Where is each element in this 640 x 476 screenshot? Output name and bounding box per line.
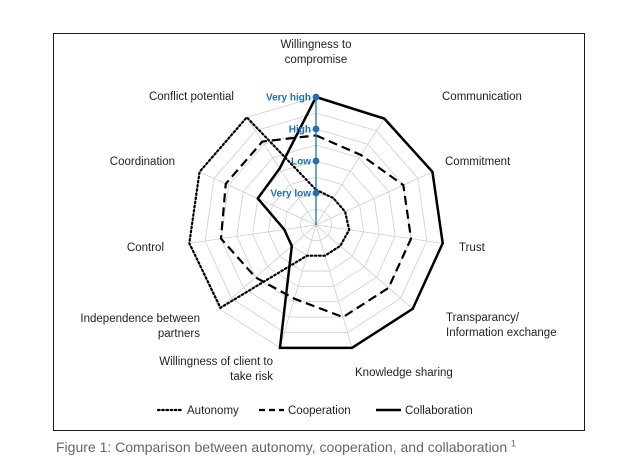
grid-ring: [204, 112, 428, 333]
axis-label-communication: Communication: [442, 91, 522, 103]
legend-label-cooperation: Cooperation: [288, 405, 351, 417]
figure-caption: Figure 1: Comparison between autonomy, c…: [56, 439, 516, 455]
axis-label-willingness-to-compromise: Willingness to compromise: [281, 39, 352, 66]
grid-spoke: [315, 224, 353, 348]
axis-label-knowledge-sharing: Knowledge sharing: [355, 367, 453, 379]
radar-chart: Very low Low High Very high Willingness to co…: [80, 39, 557, 417]
grid-ring: [236, 144, 396, 303]
grid-spoke: [279, 224, 317, 348]
caption-footnote: 1: [511, 438, 517, 449]
axis-label-independence-between-partners: Independence between partners: [80, 313, 200, 340]
grid-spoke: [315, 117, 386, 226]
scale-label-low: Low: [291, 157, 311, 168]
scale-label-high: High: [289, 125, 311, 136]
legend-label-collaboration: Collaboration: [405, 405, 473, 417]
axis-label-control: Control: [127, 242, 164, 254]
series-autonomy-line: [188, 115, 351, 310]
grid-ring: [268, 176, 364, 272]
series-collaboration-line: [256, 95, 444, 350]
grid-spoke: [246, 117, 317, 226]
axis-label-transparancy-information-exchange: Transparancy/Information exchange: [446, 312, 557, 339]
grid-spoke: [189, 224, 317, 244]
scale-label-very-high: Very high: [266, 93, 311, 104]
caption-text: Figure 1: Comparison between autonomy, c…: [56, 439, 508, 455]
legend-label-autonomy: Autonomy: [187, 405, 239, 417]
grid-spoke: [315, 224, 443, 244]
axis-label-commitment: Commitment: [445, 156, 511, 168]
scale-label-very-low: Very low: [270, 189, 311, 200]
scale-marker-very-high: [312, 93, 320, 101]
grid-spoke: [315, 224, 413, 310]
axis-label-conflict-potential: Conflict potential: [149, 91, 234, 103]
grid-ring: [220, 128, 412, 318]
series-cooperation-line: [219, 134, 413, 319]
axis-label-trust: Trust: [459, 242, 486, 254]
grid-spoke: [315, 171, 433, 226]
axis-label-coordination: Coordination: [110, 156, 175, 168]
grid-spoke: [219, 224, 317, 310]
scale-marker-high: [312, 125, 320, 133]
scale-marker-low: [312, 157, 320, 165]
figure-frame: Very low Low High Very high Willingness to co…: [53, 33, 585, 431]
grid-ring: [299, 208, 333, 241]
scale-marker-very-low: [312, 189, 320, 197]
axis-label-willingness-of-client-to-take-risk: Willingness of client to take risk: [159, 356, 273, 383]
